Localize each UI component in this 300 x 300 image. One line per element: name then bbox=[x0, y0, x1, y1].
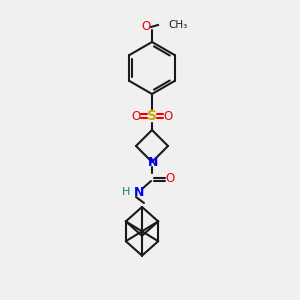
Text: O: O bbox=[164, 110, 172, 122]
Text: CH₃: CH₃ bbox=[168, 20, 187, 30]
Text: O: O bbox=[131, 110, 141, 122]
Text: H: H bbox=[122, 187, 130, 197]
Text: S: S bbox=[147, 109, 157, 123]
Text: O: O bbox=[141, 20, 151, 34]
Text: O: O bbox=[165, 172, 175, 184]
Text: N: N bbox=[148, 157, 158, 169]
Text: N: N bbox=[134, 185, 144, 199]
